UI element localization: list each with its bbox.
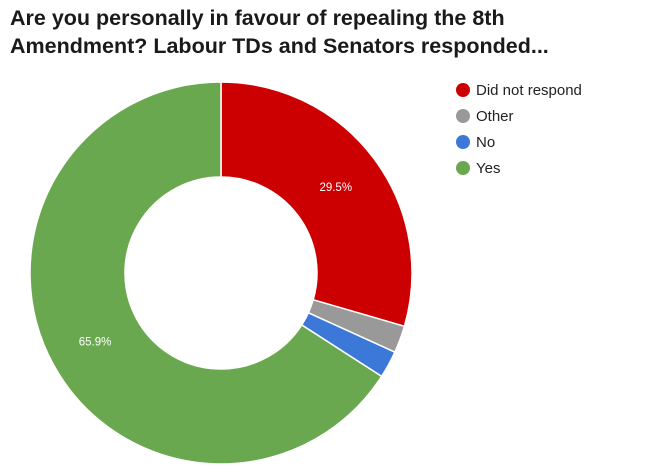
legend-label-did-not-respond: Did not respond: [476, 82, 582, 99]
slice-did-not-respond: [220, 81, 413, 328]
legend-marker-yes: [456, 161, 470, 175]
slice-label-yes: 65.9%: [79, 337, 112, 349]
legend-label-other: Other: [476, 108, 514, 125]
slice-yes: [29, 81, 383, 465]
legend-label-no: No: [476, 134, 495, 151]
legend-marker-did-not-respond: [456, 83, 470, 97]
legend-marker-other: [456, 109, 470, 123]
legend-label-yes: Yes: [476, 160, 500, 177]
chart-title: Are you personally in favour of repealin…: [10, 6, 549, 58]
legend-marker-no: [456, 135, 470, 149]
slice-label-did-not-respond: 29.5%: [319, 182, 352, 194]
